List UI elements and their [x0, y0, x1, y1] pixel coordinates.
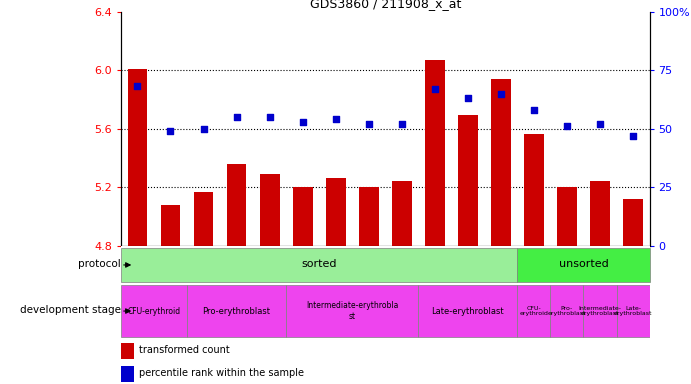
Title: GDS3860 / 211908_x_at: GDS3860 / 211908_x_at [310, 0, 461, 10]
Text: sorted: sorted [301, 259, 337, 269]
Bar [583, 285, 616, 337]
Bar [418, 285, 518, 337]
Text: CFU-
erythroid: CFU- erythroid [520, 306, 549, 316]
Bar [325, 179, 346, 246]
Text: Pro-erythroblast: Pro-erythroblast [202, 306, 271, 316]
Text: Late-erythroblast: Late-erythroblast [431, 306, 504, 316]
Bar [590, 181, 610, 246]
Bar [121, 285, 187, 337]
Point [363, 121, 375, 127]
Bar [551, 285, 583, 337]
Bar [425, 60, 445, 246]
Text: Intermediate-
erythroblast: Intermediate- erythroblast [578, 306, 621, 316]
Point [462, 95, 473, 101]
Bar [491, 79, 511, 246]
Text: Late-
erythroblast: Late- erythroblast [614, 306, 652, 316]
Point [297, 119, 308, 125]
Point [132, 83, 143, 89]
Point [495, 91, 507, 97]
Text: transformed count: transformed count [140, 345, 230, 355]
Bar [187, 285, 286, 337]
Point [561, 123, 572, 129]
Point [165, 128, 176, 134]
Bar [458, 116, 477, 246]
Bar [160, 205, 180, 246]
Text: percentile rank within the sample: percentile rank within the sample [140, 368, 305, 378]
Bar [293, 187, 312, 246]
Text: unsorted: unsorted [558, 259, 608, 269]
Bar [518, 248, 650, 282]
Bar [121, 366, 134, 382]
Point [231, 114, 242, 120]
Bar [623, 199, 643, 246]
Bar [359, 187, 379, 246]
Bar [128, 69, 147, 246]
Point [594, 121, 605, 127]
Text: Pro-
erythroblast: Pro- erythroblast [548, 306, 586, 316]
Bar [524, 134, 544, 246]
Point [627, 132, 638, 139]
Bar [260, 174, 279, 246]
Point [330, 116, 341, 122]
Bar [121, 343, 134, 359]
Bar [518, 285, 551, 337]
Bar [227, 164, 247, 246]
Bar [121, 248, 518, 282]
Bar [616, 285, 650, 337]
Point [529, 107, 540, 113]
Bar [392, 181, 412, 246]
Text: CFU-erythroid: CFU-erythroid [127, 306, 180, 316]
Point [429, 86, 440, 92]
Bar [557, 187, 577, 246]
Bar [286, 285, 418, 337]
Point [396, 121, 407, 127]
Text: development stage: development stage [20, 305, 121, 315]
Text: Intermediate-erythrobla
st: Intermediate-erythrobla st [306, 301, 399, 321]
Text: protocol: protocol [78, 259, 121, 269]
Point [198, 126, 209, 132]
Bar [193, 192, 214, 246]
Point [264, 114, 275, 120]
